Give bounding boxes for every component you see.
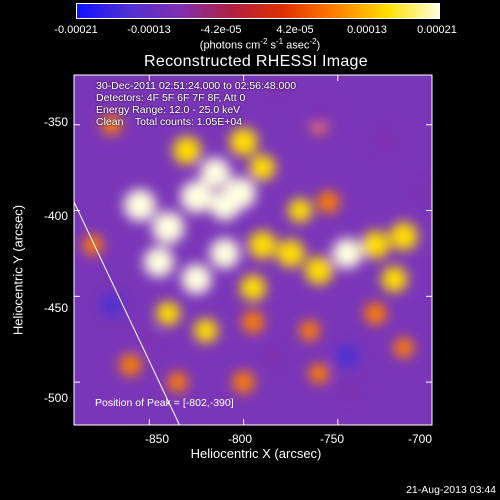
heatmap-cell [335, 344, 360, 369]
heatmap-cell [381, 266, 408, 293]
heatmap-cell [156, 301, 181, 326]
heatmap-cell [193, 318, 218, 343]
colorbar-tick-label: -0.00013 [127, 24, 171, 36]
x-tick-label: -850 [144, 432, 170, 446]
heatmap-cell [180, 180, 213, 213]
heatmap-cell [393, 337, 414, 358]
heatmap-cell [223, 177, 256, 210]
timestamp: 21-Aug-2013 03:44 [406, 484, 496, 496]
heatmap-cell [173, 136, 202, 165]
colorbar-tick-label: 4.2e-05 [276, 24, 314, 36]
heatmap-cell [209, 238, 240, 269]
colorbar [76, 3, 440, 19]
heatmap-cell [123, 189, 156, 222]
heatmap-cell [101, 114, 122, 135]
chart-title: Reconstructed RHESSI Image [144, 53, 368, 70]
colorbar-tick-label: 0.00013 [347, 24, 387, 36]
heatmap-cell [232, 371, 255, 394]
x-tick-label: -800 [227, 432, 253, 446]
heatmap-cell [304, 256, 333, 285]
heatmap-cell [308, 106, 329, 127]
heatmap-cell [364, 302, 387, 325]
colorbar-tick-label: -0.00021 [54, 24, 98, 36]
heatmap-cell [248, 230, 277, 259]
colorbar-units: (photons cm-2 s-1 asec-2) [199, 37, 321, 52]
heatmap-cell [412, 183, 432, 204]
heatmap-cell [229, 127, 258, 156]
heatmap-cell [276, 239, 305, 268]
y-tick-label: -450 [43, 301, 68, 315]
heatmap-cell [332, 238, 363, 269]
clean-total-counts: Clean Total counts: 1.05E+04 [96, 116, 243, 128]
energy-range: Energy Range: 12.0 - 25.0 keV [96, 104, 241, 116]
heatmap-cell [317, 190, 340, 213]
heatmap-cell [389, 222, 418, 251]
heatmap-cell [167, 372, 188, 393]
y-tick-label: -500 [43, 391, 68, 405]
heatmap-cell [200, 157, 231, 188]
heatmap-cell [308, 363, 329, 384]
heatmap-cell [140, 330, 159, 349]
y-tick-label: -350 [43, 115, 68, 129]
x-axis-label: Heliocentric X (arcsec) [190, 446, 322, 461]
heatmap-cell [242, 311, 264, 334]
heatmap-cell [82, 234, 103, 255]
colorbar-tick-label: 0.00021 [417, 24, 457, 36]
heatmap-cell [373, 130, 396, 153]
heatmap-cell [143, 247, 174, 278]
heatmap-cell [99, 292, 124, 317]
heatmap-cell [152, 211, 185, 244]
solar-limb-line [74, 201, 180, 425]
heatmap-cell [299, 320, 320, 341]
colorbar-tick-label: -4.2e-05 [200, 24, 242, 36]
heatmap-cell [361, 230, 390, 259]
observation-time: 30-Dec-2011 02:51:24.000 to 02:56:48.000 [96, 80, 297, 92]
y-tick-label: -400 [43, 209, 68, 223]
heatmap-cell [181, 264, 212, 295]
heatmap-cell [337, 380, 358, 401]
x-tick-label: -700 [407, 432, 433, 446]
x-tick-label: -750 [319, 432, 345, 446]
detectors-info: Detectors: 4F 5F 6F 7F 8F, Att 0 [96, 92, 246, 104]
heatmap-cell [119, 353, 142, 376]
y-axis-label: Heliocentric Y (arcsec) [10, 204, 26, 336]
heatmap-cell [249, 154, 276, 181]
plot-frame [73, 74, 433, 426]
heatmap-cell [288, 198, 313, 223]
heatmap-cell [272, 81, 291, 100]
heatmap-cell [240, 274, 266, 301]
peak-position: Position of Peak = [-802,-390] [95, 397, 234, 409]
heatmap-cell [260, 345, 283, 368]
